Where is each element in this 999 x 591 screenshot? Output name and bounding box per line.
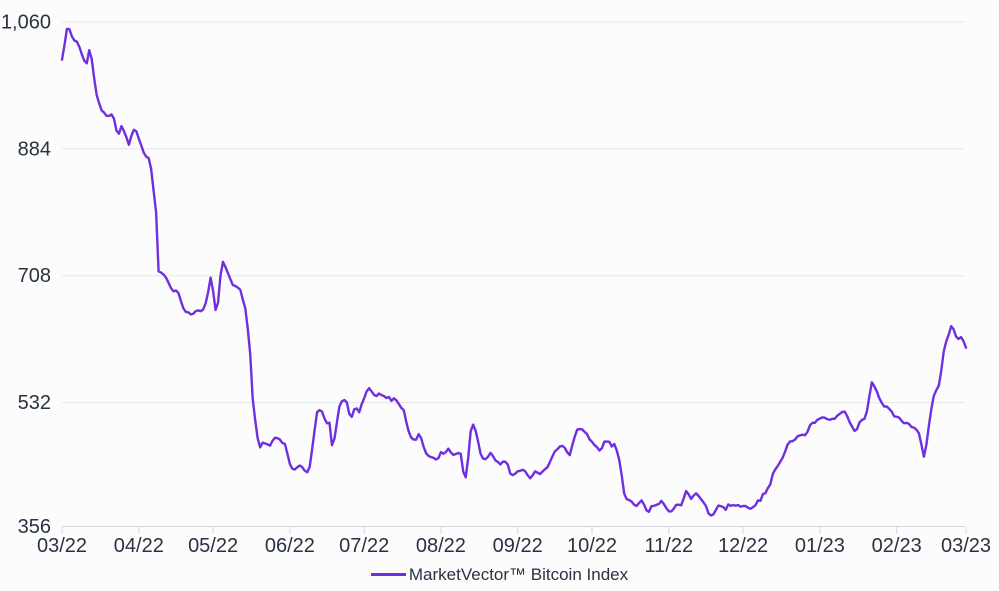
svg-text:03/22: 03/22 xyxy=(37,535,87,557)
svg-text:09/22: 09/22 xyxy=(493,535,543,557)
svg-text:10/22: 10/22 xyxy=(567,535,617,557)
svg-text:02/23: 02/23 xyxy=(872,535,922,557)
svg-text:07/22: 07/22 xyxy=(339,535,389,557)
svg-text:04/22: 04/22 xyxy=(114,535,164,557)
svg-text:01/23: 01/23 xyxy=(795,535,845,557)
svg-text:12/22: 12/22 xyxy=(718,535,768,557)
svg-text:05/22: 05/22 xyxy=(188,535,238,557)
svg-text:11/22: 11/22 xyxy=(645,535,694,557)
svg-text:06/22: 06/22 xyxy=(265,535,315,557)
svg-text:08/22: 08/22 xyxy=(416,535,466,557)
svg-text:532: 532 xyxy=(18,392,51,414)
svg-text:03/23: 03/23 xyxy=(941,535,991,557)
svg-text:1,060: 1,060 xyxy=(1,12,51,34)
svg-text:708: 708 xyxy=(18,265,51,287)
svg-text:884: 884 xyxy=(18,138,51,160)
